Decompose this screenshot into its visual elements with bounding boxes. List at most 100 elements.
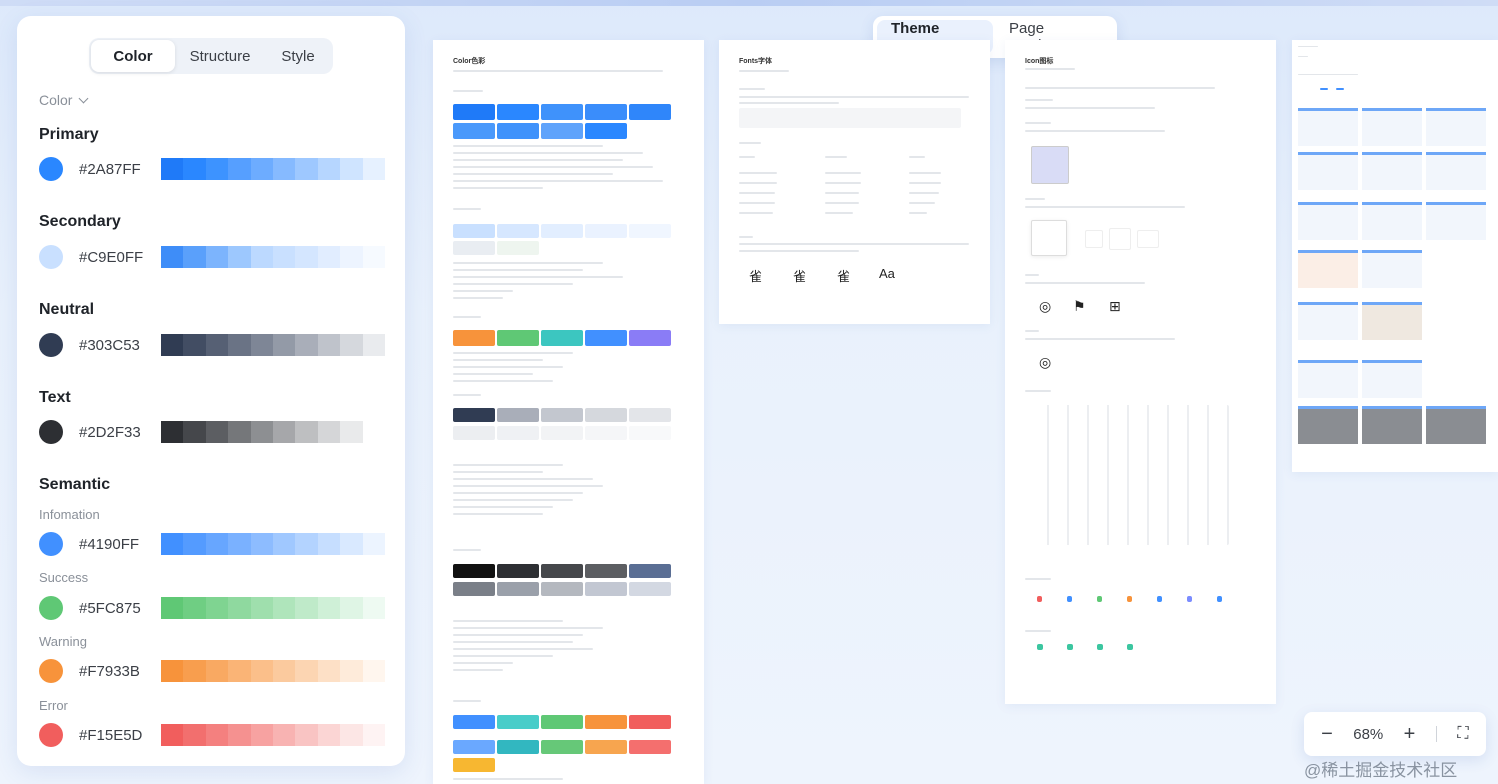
error-row[interactable]: #F15E5D bbox=[39, 722, 385, 748]
ramp-swatch[interactable] bbox=[362, 533, 385, 555]
ramp-swatch[interactable] bbox=[272, 660, 296, 682]
ramp-swatch[interactable] bbox=[205, 597, 229, 619]
ramp-swatch[interactable] bbox=[272, 158, 296, 180]
page-thumbnail[interactable] bbox=[1298, 360, 1358, 398]
page-thumbnail[interactable] bbox=[1298, 406, 1358, 444]
ramp-swatch[interactable] bbox=[183, 421, 206, 443]
ramp-swatch[interactable] bbox=[340, 246, 363, 268]
ramp-swatch[interactable] bbox=[295, 334, 318, 356]
ramp-swatch[interactable] bbox=[250, 533, 273, 555]
page-thumbnail[interactable] bbox=[1362, 360, 1422, 398]
ramp-swatch[interactable] bbox=[362, 421, 385, 443]
page-thumbnail[interactable] bbox=[1362, 406, 1422, 444]
secondary-swatch[interactable] bbox=[39, 245, 63, 269]
ramp-swatch[interactable] bbox=[295, 246, 318, 268]
ramp-swatch[interactable] bbox=[272, 246, 296, 268]
success-row[interactable]: #5FC875 bbox=[39, 595, 385, 621]
ramp-swatch[interactable] bbox=[272, 421, 296, 443]
ramp-swatch[interactable] bbox=[183, 246, 206, 268]
ramp-swatch[interactable] bbox=[205, 246, 229, 268]
ramp-swatch[interactable] bbox=[205, 421, 229, 443]
page-thumbnail[interactable] bbox=[1426, 406, 1486, 444]
ramp-swatch[interactable] bbox=[161, 660, 184, 682]
ramp-swatch[interactable] bbox=[340, 724, 363, 746]
ramp-swatch[interactable] bbox=[295, 158, 318, 180]
ramp-swatch[interactable] bbox=[205, 724, 229, 746]
tab-color[interactable]: Color bbox=[91, 40, 175, 72]
secondary-row[interactable]: #C9E0FF bbox=[39, 244, 385, 270]
ramp-swatch[interactable] bbox=[250, 421, 273, 443]
text-row[interactable]: #2D2F33 bbox=[39, 419, 385, 445]
ramp-swatch[interactable] bbox=[228, 421, 251, 443]
ramp-swatch[interactable] bbox=[362, 724, 385, 746]
ramp-swatch[interactable] bbox=[228, 334, 251, 356]
page-thumbnail[interactable] bbox=[1298, 250, 1358, 288]
ramp-swatch[interactable] bbox=[317, 597, 341, 619]
ramp-swatch[interactable] bbox=[295, 421, 318, 443]
ramp-swatch[interactable] bbox=[340, 158, 363, 180]
ramp-swatch[interactable] bbox=[205, 334, 229, 356]
ramp-swatch[interactable] bbox=[183, 158, 206, 180]
primary-row[interactable]: #2A87FF bbox=[39, 156, 385, 182]
page-thumbnail[interactable] bbox=[1298, 302, 1358, 340]
ramp-swatch[interactable] bbox=[317, 158, 341, 180]
page-thumbnail[interactable] bbox=[1426, 152, 1486, 190]
ramp-swatch[interactable] bbox=[228, 246, 251, 268]
ramp-swatch[interactable] bbox=[295, 533, 318, 555]
ramp-swatch[interactable] bbox=[340, 660, 363, 682]
ramp-swatch[interactable] bbox=[250, 246, 273, 268]
ramp-swatch[interactable] bbox=[250, 597, 273, 619]
tab-style[interactable]: Style bbox=[281, 47, 315, 65]
ramp-swatch[interactable] bbox=[250, 158, 273, 180]
ramp-swatch[interactable] bbox=[272, 597, 296, 619]
ramp-swatch[interactable] bbox=[183, 533, 206, 555]
fonts-spec-page[interactable]: Fonts字体 雀 雀 雀 Aa bbox=[719, 40, 990, 324]
page-preview-board[interactable] bbox=[1292, 40, 1498, 472]
ramp-swatch[interactable] bbox=[295, 724, 318, 746]
neutral-row[interactable]: #303C53 bbox=[39, 332, 385, 358]
ramp-swatch[interactable] bbox=[228, 660, 251, 682]
error-swatch[interactable] bbox=[39, 723, 63, 747]
ramp-swatch[interactable] bbox=[161, 334, 184, 356]
color-filter-dropdown[interactable]: Color bbox=[39, 92, 89, 108]
page-thumbnail[interactable] bbox=[1362, 202, 1422, 240]
information-row[interactable]: #4190FF bbox=[39, 531, 385, 557]
page-thumbnail[interactable] bbox=[1362, 302, 1422, 340]
ramp-swatch[interactable] bbox=[272, 724, 296, 746]
success-swatch[interactable] bbox=[39, 596, 63, 620]
zoom-in-button[interactable]: + bbox=[1403, 722, 1416, 745]
ramp-swatch[interactable] bbox=[250, 334, 273, 356]
fit-screen-icon[interactable]: ⛶ bbox=[1457, 725, 1469, 742]
ramp-swatch[interactable] bbox=[340, 421, 363, 443]
ramp-swatch[interactable] bbox=[228, 597, 251, 619]
ramp-swatch[interactable] bbox=[161, 597, 184, 619]
ramp-swatch[interactable] bbox=[362, 246, 385, 268]
page-thumbnail[interactable] bbox=[1298, 202, 1358, 240]
warning-row[interactable]: #F7933B bbox=[39, 658, 385, 684]
color-spec-page[interactable]: Color色彩 bbox=[433, 40, 704, 784]
page-thumbnail[interactable] bbox=[1426, 202, 1486, 240]
page-thumbnail[interactable] bbox=[1298, 108, 1358, 146]
ramp-swatch[interactable] bbox=[362, 158, 385, 180]
ramp-swatch[interactable] bbox=[161, 158, 184, 180]
ramp-swatch[interactable] bbox=[161, 724, 184, 746]
ramp-swatch[interactable] bbox=[295, 597, 318, 619]
ramp-swatch[interactable] bbox=[317, 533, 341, 555]
ramp-swatch[interactable] bbox=[362, 660, 385, 682]
ramp-swatch[interactable] bbox=[340, 533, 363, 555]
information-swatch[interactable] bbox=[39, 532, 63, 556]
ramp-swatch[interactable] bbox=[272, 334, 296, 356]
ramp-swatch[interactable] bbox=[228, 724, 251, 746]
ramp-swatch[interactable] bbox=[362, 597, 385, 619]
ramp-swatch[interactable] bbox=[250, 724, 273, 746]
ramp-swatch[interactable] bbox=[272, 533, 296, 555]
ramp-swatch[interactable] bbox=[317, 421, 341, 443]
primary-swatch[interactable] bbox=[39, 157, 63, 181]
ramp-swatch[interactable] bbox=[317, 246, 341, 268]
ramp-swatch[interactable] bbox=[161, 421, 184, 443]
ramp-swatch[interactable] bbox=[183, 334, 206, 356]
warning-swatch[interactable] bbox=[39, 659, 63, 683]
text-swatch[interactable] bbox=[39, 420, 63, 444]
page-thumbnail[interactable] bbox=[1362, 250, 1422, 288]
page-thumbnail[interactable] bbox=[1362, 152, 1422, 190]
